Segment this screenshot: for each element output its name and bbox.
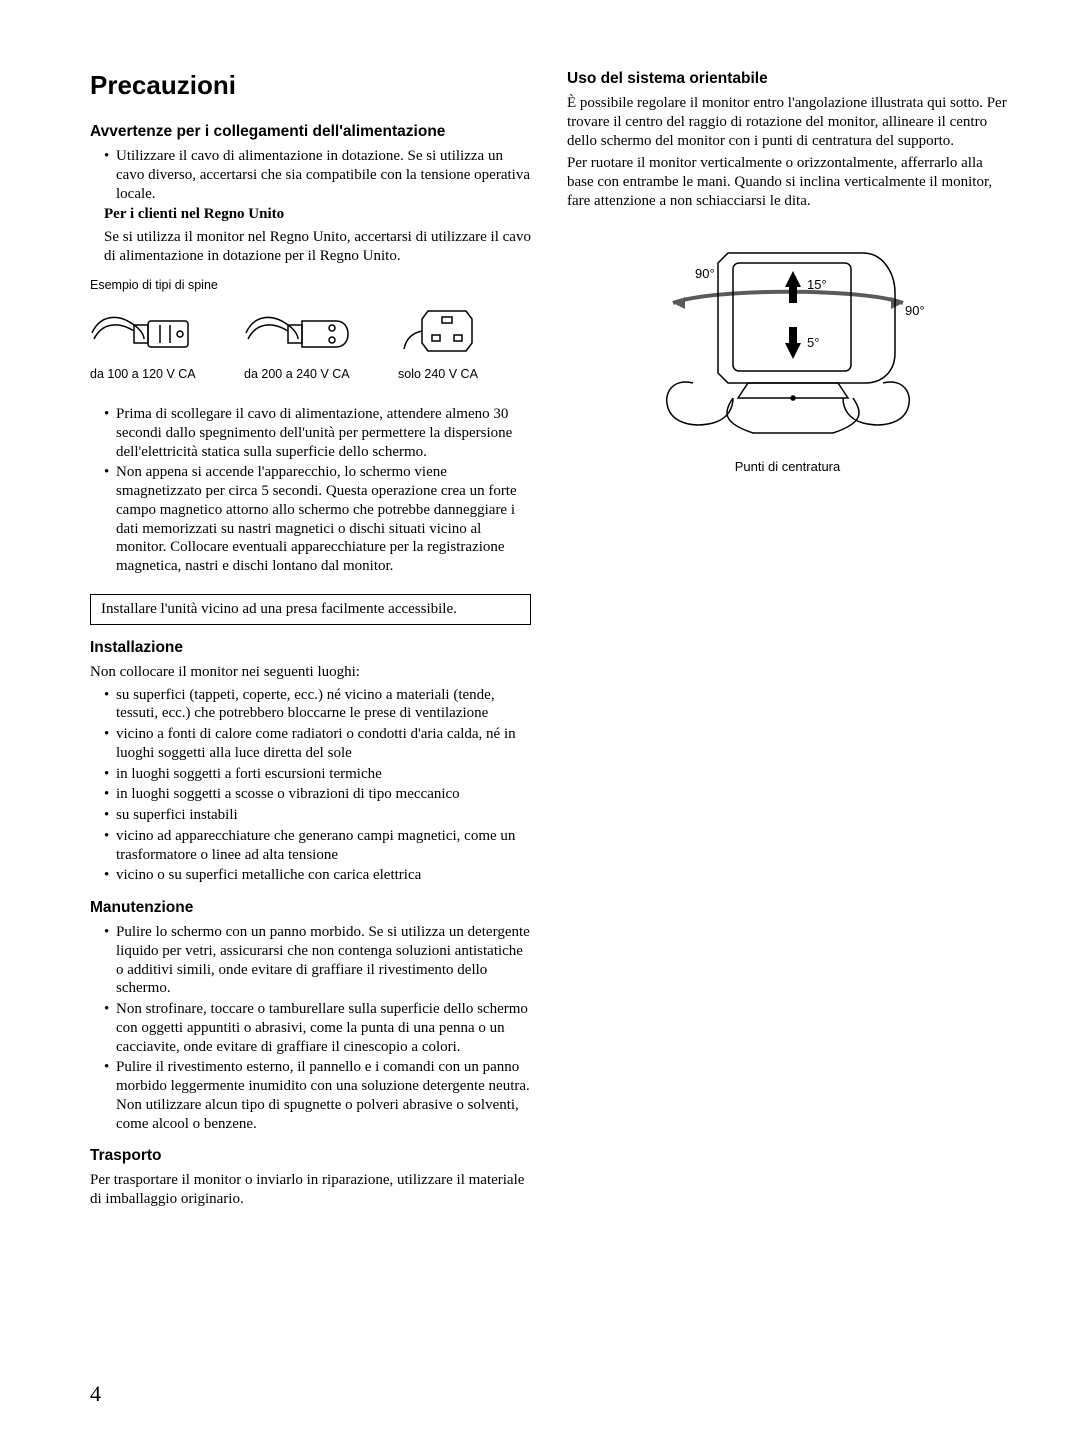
list-item: Non strofinare, toccare o tamburellare s… <box>104 1000 531 1056</box>
plug-item: solo 240 V CA <box>398 303 528 381</box>
maint-list: Pulire lo schermo con un panno morbido. … <box>90 923 531 1133</box>
plug-caption: da 100 a 120 V CA <box>90 367 220 381</box>
swivel-p1: È possibile regolare il monitor entro l'… <box>567 94 1008 150</box>
warning-heading: Avvertenze per i collegamenti dell'alime… <box>90 123 531 141</box>
left-column: Precauzioni Avvertenze per i collegament… <box>90 70 531 1213</box>
tilt-down-label: 5° <box>807 335 819 350</box>
transport-heading: Trasporto <box>90 1147 531 1165</box>
install-note-box: Installare l'unità vicino ad una presa f… <box>90 594 531 625</box>
uk-text: Se si utilizza il monitor nel Regno Unit… <box>104 228 531 266</box>
plug-item: da 200 a 240 V CA <box>244 303 374 381</box>
plug-caption: solo 240 V CA <box>398 367 528 381</box>
right-90-label: 90° <box>905 303 925 318</box>
swivel-heading: Uso del sistema orientabile <box>567 70 1008 88</box>
list-item: vicino o su superfici metalliche con car… <box>104 866 531 885</box>
monitor-figure: 90° 90° 15° 5° Punti di centratura <box>567 233 1008 474</box>
list-item: Pulire il rivestimento esterno, il panne… <box>104 1058 531 1133</box>
plug-uk-icon <box>398 303 508 358</box>
list-item: vicino a fonti di calore come radiatori … <box>104 725 531 763</box>
plug-item: da 100 a 120 V CA <box>90 303 220 381</box>
warning-list-2: Prima di scollegare il cavo di alimentaz… <box>90 405 531 576</box>
list-item: Pulire lo schermo con un panno morbido. … <box>104 923 531 998</box>
swivel-p2: Per ruotare il monitor verticalmente o o… <box>567 154 1008 210</box>
list-item: vicino ad apparecchiature che generano c… <box>104 827 531 865</box>
transport-text: Per trasportare il monitor o inviarlo in… <box>90 1171 531 1209</box>
uk-subheading: Per i clienti nel Regno Unito <box>104 205 531 224</box>
install-list: su superfici (tappeti, coperte, ecc.) né… <box>90 686 531 886</box>
install-intro: Non collocare il monitor nei seguenti lu… <box>90 663 531 682</box>
tilt-up-label: 15° <box>807 277 827 292</box>
page-number: 4 <box>90 1381 101 1407</box>
monitor-svg: 90° 90° 15° 5° <box>633 233 943 448</box>
warning-list-1: Utilizzare il cavo di alimentazione in d… <box>90 147 531 203</box>
plug-example-label: Esempio di tipi di spine <box>90 278 531 294</box>
plug-caption: da 200 a 240 V CA <box>244 367 374 381</box>
list-item: Utilizzare il cavo di alimentazione in d… <box>104 147 531 203</box>
plug-row: da 100 a 120 V CA da 200 a 240 V CA <box>90 303 531 381</box>
plug-us-icon <box>90 303 200 358</box>
page-title: Precauzioni <box>90 70 531 101</box>
figure-caption: Punti di centratura <box>567 459 1008 474</box>
maint-heading: Manutenzione <box>90 899 531 917</box>
list-item: Prima di scollegare il cavo di alimentaz… <box>104 405 531 461</box>
plug-eu-icon <box>244 303 354 358</box>
list-item: in luoghi soggetti a scosse o vibrazioni… <box>104 785 531 804</box>
right-column: Uso del sistema orientabile È possibile … <box>567 70 1008 1213</box>
list-item: su superfici instabili <box>104 806 531 825</box>
left-90-label: 90° <box>695 266 715 281</box>
install-heading: Installazione <box>90 639 531 657</box>
list-item: in luoghi soggetti a forti escursioni te… <box>104 765 531 784</box>
list-item: Non appena si accende l'apparecchio, lo … <box>104 463 531 576</box>
list-item: su superfici (tappeti, coperte, ecc.) né… <box>104 686 531 724</box>
